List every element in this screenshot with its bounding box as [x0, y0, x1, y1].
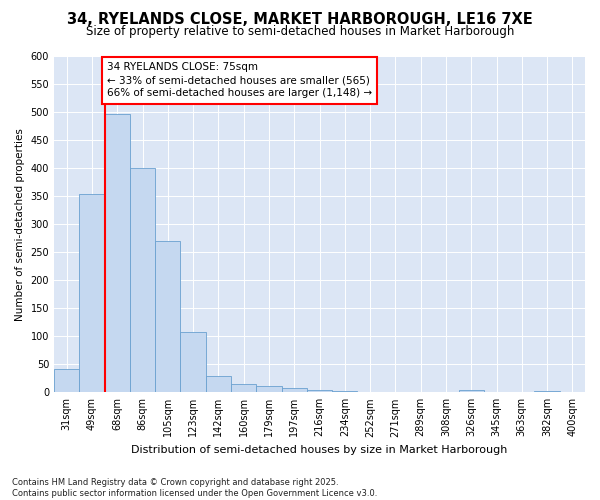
Text: Contains HM Land Registry data © Crown copyright and database right 2025.
Contai: Contains HM Land Registry data © Crown c… [12, 478, 377, 498]
Bar [130, 168, 155, 392]
Y-axis label: Number of semi-detached properties: Number of semi-detached properties [15, 128, 25, 321]
X-axis label: Distribution of semi-detached houses by size in Market Harborough: Distribution of semi-detached houses by … [131, 445, 508, 455]
Bar [79, 194, 104, 392]
Bar [307, 390, 332, 392]
Bar [104, 114, 130, 392]
Text: 34, RYELANDS CLOSE, MARKET HARBOROUGH, LE16 7XE: 34, RYELANDS CLOSE, MARKET HARBOROUGH, L… [67, 12, 533, 28]
Bar [206, 376, 231, 392]
Bar [256, 386, 281, 392]
Bar [181, 332, 206, 392]
Bar [332, 390, 358, 392]
Text: 34 RYELANDS CLOSE: 75sqm
← 33% of semi-detached houses are smaller (565)
66% of : 34 RYELANDS CLOSE: 75sqm ← 33% of semi-d… [107, 62, 372, 98]
Bar [54, 369, 79, 392]
Bar [458, 390, 484, 392]
Bar [231, 384, 256, 392]
Bar [535, 390, 560, 392]
Text: Size of property relative to semi-detached houses in Market Harborough: Size of property relative to semi-detach… [86, 25, 514, 38]
Bar [281, 388, 307, 392]
Bar [155, 241, 181, 392]
